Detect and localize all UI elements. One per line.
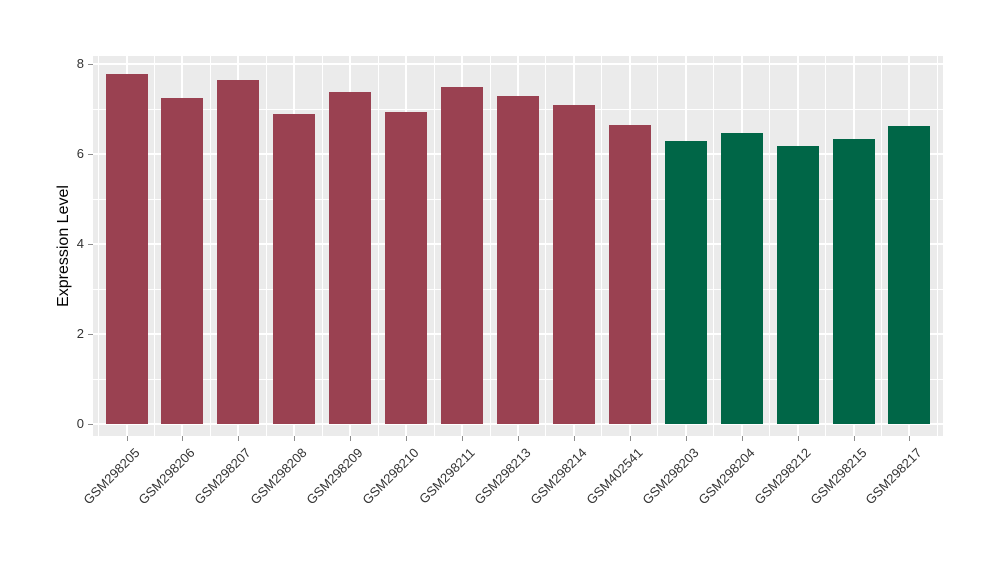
bar-GSM298206 [161, 97, 204, 424]
x-tick-label: GSM298205 [79, 445, 143, 508]
x-tick-mark [797, 436, 799, 441]
bar-GSM298212 [776, 145, 819, 424]
plot-panel [93, 56, 943, 436]
x-tick-label: GSM298208 [247, 445, 310, 508]
x-tick-mark [909, 436, 911, 441]
y-tick-label: 6 [76, 146, 84, 161]
gridline-minor-vertical [545, 56, 547, 436]
x-tick-label: GSM298207 [191, 445, 254, 508]
bar-GSM298217 [888, 126, 931, 424]
gridline-minor-vertical [153, 56, 155, 436]
x-tick-mark [573, 436, 575, 441]
bar-GSM298203 [664, 140, 707, 424]
x-tick-label: GSM298203 [639, 445, 702, 508]
y-tick-label: 2 [76, 326, 84, 341]
x-tick-label: GSM298211 [416, 445, 478, 507]
y-tick-mark [88, 334, 93, 335]
gridline-minor-vertical [489, 56, 491, 436]
gridline-minor-vertical [321, 56, 323, 436]
x-tick-label: GSM298210 [359, 445, 422, 508]
x-tick-mark [182, 436, 184, 441]
x-tick-label: GSM402541 [583, 445, 646, 508]
bar-GSM298210 [385, 112, 428, 424]
x-tick-label: GSM298212 [750, 445, 814, 508]
bar-GSM298209 [329, 92, 372, 424]
gridline-minor-vertical [769, 56, 771, 436]
gridline-minor-vertical [433, 56, 435, 436]
y-tick-label: 8 [76, 56, 84, 71]
gridline-minor-vertical [377, 56, 379, 436]
bar-GSM298213 [496, 95, 539, 424]
gridline-minor-vertical [936, 56, 938, 436]
x-tick-mark [406, 436, 408, 441]
x-tick-label: GSM298209 [303, 445, 366, 508]
y-tick-label: 4 [76, 236, 84, 251]
bar-GSM402541 [608, 125, 651, 424]
y-tick-mark [88, 244, 93, 245]
y-tick-label: 0 [76, 416, 84, 431]
x-tick-mark [741, 436, 743, 441]
x-tick-label: GSM298213 [471, 445, 534, 508]
x-tick-mark [350, 436, 352, 441]
gridline-minor-vertical [880, 56, 882, 436]
bar-GSM298207 [217, 80, 260, 424]
x-tick-mark [294, 436, 296, 441]
gridline-minor-vertical [209, 56, 211, 436]
gridline-minor-vertical [657, 56, 659, 436]
x-tick-mark [126, 436, 128, 441]
y-tick-mark [88, 64, 93, 65]
x-tick-label: GSM298206 [135, 445, 199, 508]
bar-GSM298211 [441, 86, 484, 424]
gridline-minor-vertical [601, 56, 603, 436]
x-tick-mark [685, 436, 687, 441]
x-tick-label: GSM298215 [806, 445, 870, 508]
y-tick-mark [88, 424, 93, 425]
gridline-minor-vertical [98, 56, 100, 436]
y-tick-mark [88, 154, 93, 155]
x-tick-mark [462, 436, 464, 441]
x-tick-mark [629, 436, 631, 441]
bar-GSM298208 [273, 113, 316, 424]
gridline-minor-vertical [265, 56, 267, 436]
x-tick-label: GSM298217 [862, 445, 926, 508]
x-tick-label: GSM298204 [695, 445, 758, 508]
x-tick-mark [853, 436, 855, 441]
x-tick-mark [517, 436, 519, 441]
x-tick-mark [238, 436, 240, 441]
bar-GSM298214 [552, 104, 595, 424]
bar-GSM298215 [832, 139, 875, 424]
gridline-minor-vertical [825, 56, 827, 436]
bar-GSM298205 [105, 73, 148, 424]
bar-GSM298204 [720, 132, 763, 424]
x-tick-label: GSM298214 [527, 445, 590, 508]
gridline-minor-vertical [713, 56, 715, 436]
